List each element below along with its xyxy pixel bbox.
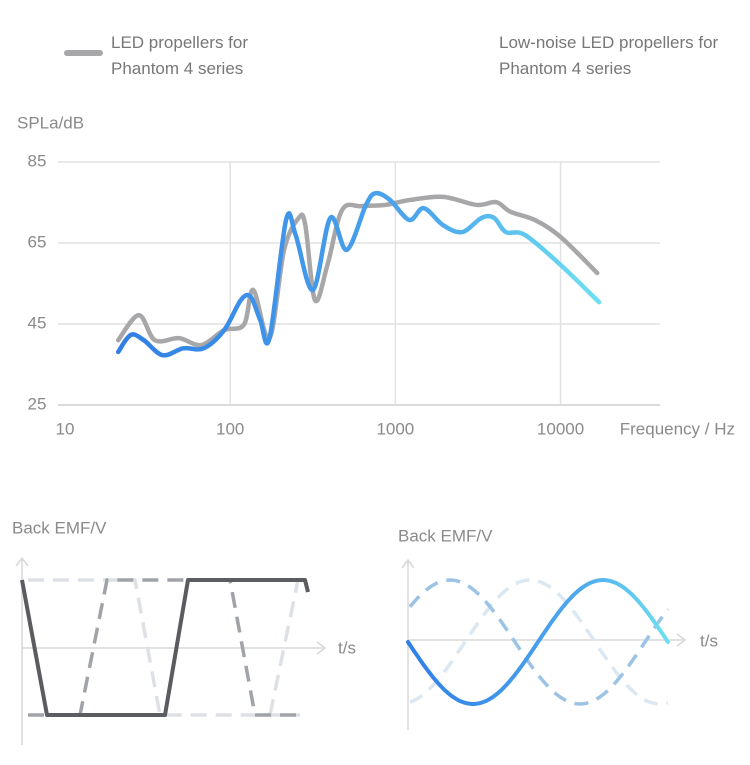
y-tick-label: 25: [28, 394, 47, 413]
legend-label: Low-noise LED propellers for Phantom 4 s…: [499, 33, 719, 78]
y-tick-label: 45: [28, 313, 47, 332]
y-tick-label: 65: [28, 232, 47, 251]
wave-line: [409, 578, 669, 706]
x-tick-label: 1000: [376, 419, 414, 438]
legend-label: LED propellers for Phantom 4 series: [111, 33, 249, 78]
waveform-diagram: Back EMF/V t/s: [398, 526, 718, 730]
wave-line: [406, 578, 670, 706]
x-axis-label: Frequency / Hz: [620, 419, 735, 438]
y-axis-label: SPLa/dB: [17, 113, 84, 132]
wave-line: [408, 578, 670, 706]
x-tick-label: 10000: [537, 419, 584, 438]
y-tick-label: 85: [28, 151, 47, 170]
waveform-diagram: Back EMF/V t/s: [12, 518, 356, 745]
axis-label: t/s: [700, 631, 718, 650]
x-tick-label: 100: [216, 419, 244, 438]
axis-label: t/s: [338, 638, 356, 657]
x-tick-label: 10: [56, 419, 75, 438]
axis-label: Back EMF/V: [12, 518, 107, 537]
series-line: [115, 190, 602, 358]
axis-label: Back EMF/V: [398, 526, 493, 545]
series-line: [115, 194, 600, 348]
